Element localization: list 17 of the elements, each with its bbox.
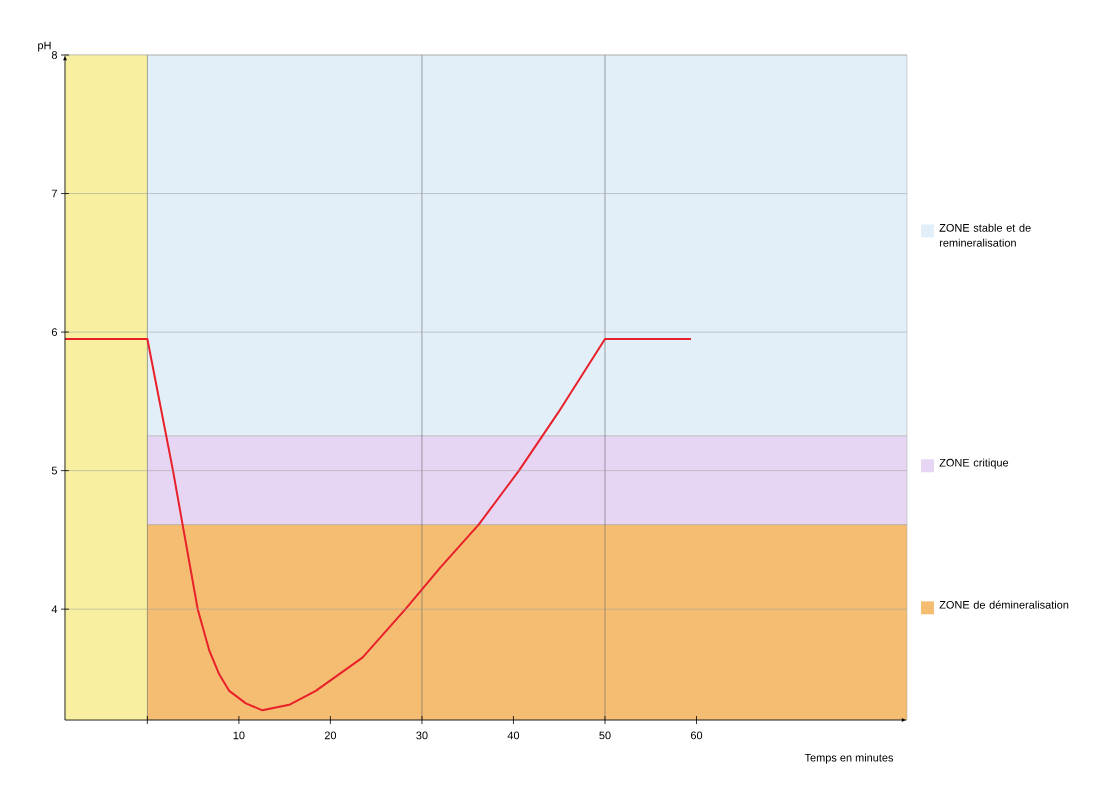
x-tick-label: 50 [599, 731, 611, 740]
x-tick-label: 40 [507, 731, 520, 740]
x-tick-label: 20 [324, 731, 337, 740]
y-tick-label: 4 [51, 605, 58, 613]
y-tick-label: 7 [51, 189, 57, 198]
x-tick-label: 60 [690, 731, 703, 740]
y-tick-label: 8 [51, 51, 57, 59]
band-label: ZONE stable et de remineralisation [939, 223, 1031, 247]
x-tick-label: 30 [416, 731, 428, 740]
x-tick-label: 10 [233, 731, 245, 740]
x-axis-title: Temps en minutes [804, 753, 894, 764]
band-label: ZONE de démineralisation [939, 600, 1069, 609]
y-tick-label: 5 [51, 466, 58, 475]
line-series [64, 338, 693, 712]
band-label: ZONE critique [939, 458, 1009, 469]
y-axis-title: pH [38, 41, 51, 52]
y-tick-label: 6 [51, 328, 57, 336]
